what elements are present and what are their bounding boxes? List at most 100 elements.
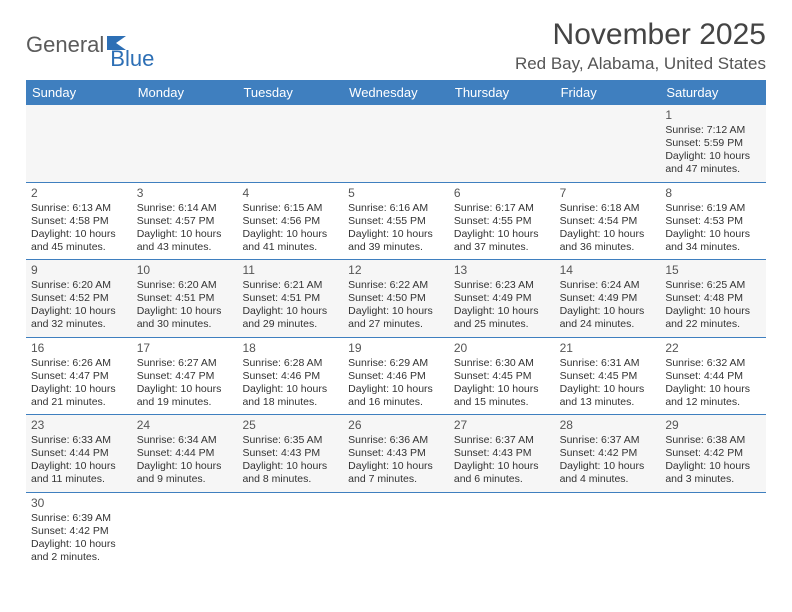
day-cell: 9Sunrise: 6:20 AMSunset: 4:52 PMDaylight… <box>26 260 132 337</box>
sunrise-text: Sunrise: 6:19 AM <box>665 202 761 215</box>
daylight-text: Daylight: 10 hours and 15 minutes. <box>454 383 550 409</box>
sunset-text: Sunset: 4:46 PM <box>242 370 338 383</box>
day-number: 27 <box>454 418 550 433</box>
day-number: 4 <box>242 186 338 201</box>
week-row: 2Sunrise: 6:13 AMSunset: 4:58 PMDaylight… <box>26 183 766 261</box>
day-number: 18 <box>242 341 338 356</box>
sunset-text: Sunset: 4:45 PM <box>560 370 656 383</box>
day-cell: 14Sunrise: 6:24 AMSunset: 4:49 PMDayligh… <box>555 260 661 337</box>
sunset-text: Sunset: 4:57 PM <box>137 215 233 228</box>
daylight-text: Daylight: 10 hours and 25 minutes. <box>454 305 550 331</box>
day-cell: 30Sunrise: 6:39 AMSunset: 4:42 PMDayligh… <box>26 493 132 570</box>
day-cell <box>343 105 449 182</box>
daylight-text: Daylight: 10 hours and 21 minutes. <box>31 383 127 409</box>
sunset-text: Sunset: 4:43 PM <box>454 447 550 460</box>
day-number: 10 <box>137 263 233 278</box>
day-cell: 6Sunrise: 6:17 AMSunset: 4:55 PMDaylight… <box>449 183 555 260</box>
daylight-text: Daylight: 10 hours and 24 minutes. <box>560 305 656 331</box>
sunrise-text: Sunrise: 6:34 AM <box>137 434 233 447</box>
daylight-text: Daylight: 10 hours and 32 minutes. <box>31 305 127 331</box>
day-header: Monday <box>132 80 238 105</box>
day-cell: 4Sunrise: 6:15 AMSunset: 4:56 PMDaylight… <box>237 183 343 260</box>
sunrise-text: Sunrise: 6:14 AM <box>137 202 233 215</box>
day-number: 14 <box>560 263 656 278</box>
sunrise-text: Sunrise: 6:31 AM <box>560 357 656 370</box>
daylight-text: Daylight: 10 hours and 22 minutes. <box>665 305 761 331</box>
day-number: 13 <box>454 263 550 278</box>
day-cell: 1Sunrise: 7:12 AMSunset: 5:59 PMDaylight… <box>660 105 766 182</box>
day-number: 20 <box>454 341 550 356</box>
day-cell <box>237 105 343 182</box>
week-row: 23Sunrise: 6:33 AMSunset: 4:44 PMDayligh… <box>26 415 766 493</box>
day-cell <box>132 493 238 570</box>
calendar: Sunday Monday Tuesday Wednesday Thursday… <box>26 80 766 569</box>
sunrise-text: Sunrise: 6:39 AM <box>31 512 127 525</box>
day-number: 26 <box>348 418 444 433</box>
daylight-text: Daylight: 10 hours and 8 minutes. <box>242 460 338 486</box>
sunrise-text: Sunrise: 6:15 AM <box>242 202 338 215</box>
sunrise-text: Sunrise: 6:30 AM <box>454 357 550 370</box>
day-cell: 18Sunrise: 6:28 AMSunset: 4:46 PMDayligh… <box>237 338 343 415</box>
day-cell <box>555 105 661 182</box>
day-number: 9 <box>31 263 127 278</box>
day-number: 28 <box>560 418 656 433</box>
header: General Blue November 2025 Red Bay, Alab… <box>26 18 766 74</box>
sunrise-text: Sunrise: 6:21 AM <box>242 279 338 292</box>
day-cell: 28Sunrise: 6:37 AMSunset: 4:42 PMDayligh… <box>555 415 661 492</box>
day-header: Thursday <box>449 80 555 105</box>
day-cell <box>555 493 661 570</box>
day-header: Wednesday <box>343 80 449 105</box>
sunset-text: Sunset: 4:49 PM <box>454 292 550 305</box>
sunrise-text: Sunrise: 6:20 AM <box>137 279 233 292</box>
day-number: 3 <box>137 186 233 201</box>
sunset-text: Sunset: 4:55 PM <box>348 215 444 228</box>
day-number: 15 <box>665 263 761 278</box>
sunset-text: Sunset: 4:46 PM <box>348 370 444 383</box>
sunset-text: Sunset: 4:52 PM <box>31 292 127 305</box>
day-cell: 27Sunrise: 6:37 AMSunset: 4:43 PMDayligh… <box>449 415 555 492</box>
day-cell: 26Sunrise: 6:36 AMSunset: 4:43 PMDayligh… <box>343 415 449 492</box>
day-cell: 2Sunrise: 6:13 AMSunset: 4:58 PMDaylight… <box>26 183 132 260</box>
sunrise-text: Sunrise: 6:35 AM <box>242 434 338 447</box>
day-cell <box>26 105 132 182</box>
daylight-text: Daylight: 10 hours and 41 minutes. <box>242 228 338 254</box>
sunset-text: Sunset: 4:49 PM <box>560 292 656 305</box>
sunrise-text: Sunrise: 6:25 AM <box>665 279 761 292</box>
day-number: 12 <box>348 263 444 278</box>
daylight-text: Daylight: 10 hours and 36 minutes. <box>560 228 656 254</box>
sunrise-text: Sunrise: 6:33 AM <box>31 434 127 447</box>
day-number: 30 <box>31 496 127 511</box>
daylight-text: Daylight: 10 hours and 30 minutes. <box>137 305 233 331</box>
week-row: 16Sunrise: 6:26 AMSunset: 4:47 PMDayligh… <box>26 338 766 416</box>
sunset-text: Sunset: 4:56 PM <box>242 215 338 228</box>
sunset-text: Sunset: 4:51 PM <box>137 292 233 305</box>
day-number: 11 <box>242 263 338 278</box>
day-cell <box>343 493 449 570</box>
daylight-text: Daylight: 10 hours and 45 minutes. <box>31 228 127 254</box>
day-cell <box>132 105 238 182</box>
day-number: 7 <box>560 186 656 201</box>
weeks-container: 1Sunrise: 7:12 AMSunset: 5:59 PMDaylight… <box>26 105 766 569</box>
page-title: November 2025 <box>515 18 766 52</box>
day-number: 2 <box>31 186 127 201</box>
sunrise-text: Sunrise: 6:16 AM <box>348 202 444 215</box>
day-cell: 20Sunrise: 6:30 AMSunset: 4:45 PMDayligh… <box>449 338 555 415</box>
location-text: Red Bay, Alabama, United States <box>515 54 766 74</box>
week-row: 9Sunrise: 6:20 AMSunset: 4:52 PMDaylight… <box>26 260 766 338</box>
day-number: 8 <box>665 186 761 201</box>
sunrise-text: Sunrise: 6:37 AM <box>560 434 656 447</box>
sunset-text: Sunset: 4:43 PM <box>348 447 444 460</box>
day-cell <box>660 493 766 570</box>
sunrise-text: Sunrise: 6:28 AM <box>242 357 338 370</box>
week-row: 30Sunrise: 6:39 AMSunset: 4:42 PMDayligh… <box>26 493 766 570</box>
daylight-text: Daylight: 10 hours and 29 minutes. <box>242 305 338 331</box>
logo: General Blue <box>26 32 176 58</box>
day-header: Tuesday <box>237 80 343 105</box>
day-cell: 21Sunrise: 6:31 AMSunset: 4:45 PMDayligh… <box>555 338 661 415</box>
daylight-text: Daylight: 10 hours and 9 minutes. <box>137 460 233 486</box>
day-number: 1 <box>665 108 761 123</box>
day-header: Saturday <box>660 80 766 105</box>
sunrise-text: Sunrise: 6:17 AM <box>454 202 550 215</box>
daylight-text: Daylight: 10 hours and 34 minutes. <box>665 228 761 254</box>
sunset-text: Sunset: 4:53 PM <box>665 215 761 228</box>
